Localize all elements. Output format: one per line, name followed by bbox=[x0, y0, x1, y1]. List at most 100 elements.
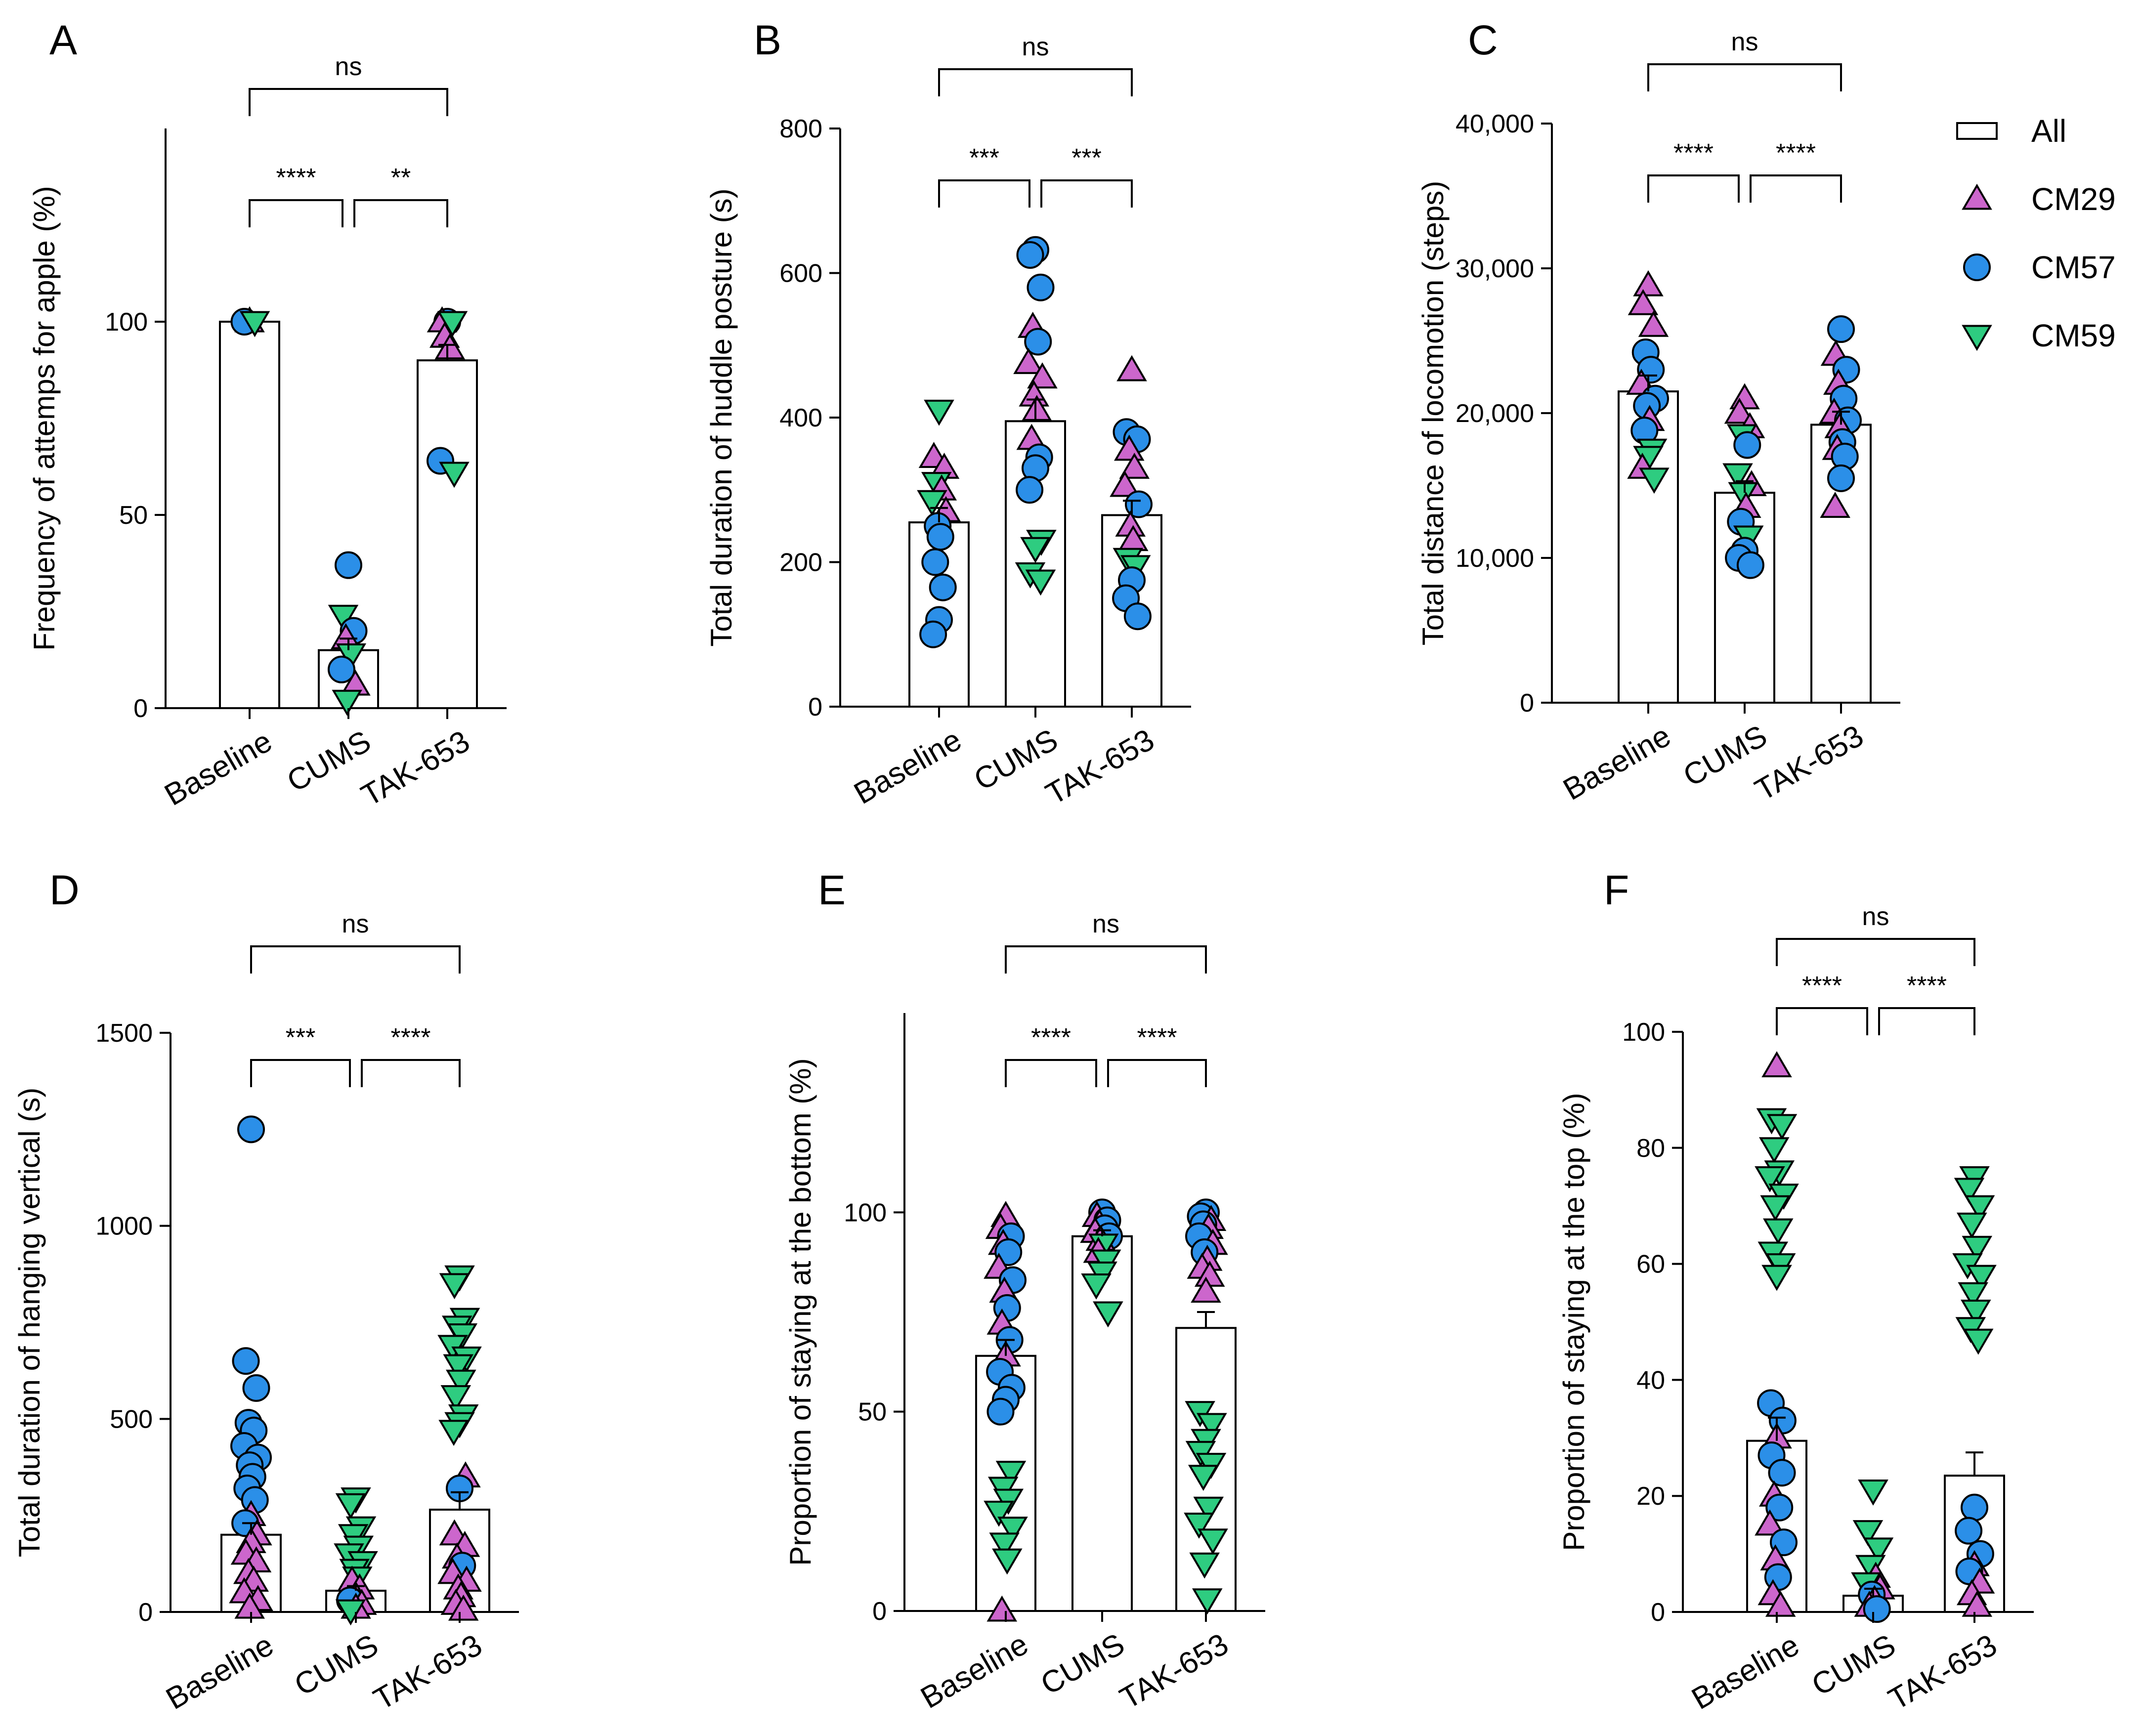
point-cm29 bbox=[1638, 310, 1669, 337]
legend-label-cm59: CM59 bbox=[2031, 318, 2116, 353]
point-cm29 bbox=[1724, 397, 1755, 424]
y-axis-title: Total duration of huddle posture (s) bbox=[705, 188, 738, 646]
y-tick-label: 1500 bbox=[95, 1019, 153, 1048]
x-tick-label-tak-653: TAK-653 bbox=[1114, 1627, 1234, 1716]
point-cm57 bbox=[1024, 328, 1052, 356]
point-cm59 bbox=[1958, 1282, 1988, 1309]
point-cm59 bbox=[995, 1461, 1027, 1487]
y-tick-label: 20,000 bbox=[1456, 399, 1534, 428]
point-cm59 bbox=[1763, 1218, 1794, 1245]
point-cm57 bbox=[1827, 315, 1855, 343]
point-cm59 bbox=[984, 1500, 1014, 1527]
point-cm59 bbox=[439, 1273, 470, 1300]
significance-bracket bbox=[1040, 179, 1133, 208]
significance-bracket bbox=[1776, 1007, 1868, 1035]
legend-label-all: All bbox=[2031, 113, 2066, 149]
x-tick-label-baseline: Baseline bbox=[849, 722, 967, 811]
x-tick-label-tak-653: TAK-653 bbox=[1040, 722, 1160, 811]
significance-bracket bbox=[1647, 174, 1740, 203]
legend-label-cm57: CM57 bbox=[2031, 250, 2116, 285]
point-cm57 bbox=[1733, 431, 1761, 459]
significance-label: **** bbox=[1776, 139, 1816, 168]
point-cm59 bbox=[1852, 1520, 1884, 1546]
point-cm57 bbox=[1027, 273, 1055, 301]
point-cm59 bbox=[1093, 1301, 1123, 1328]
point-cm57 bbox=[1827, 464, 1855, 492]
y-tick-label: 0 bbox=[1520, 689, 1534, 718]
point-cm57 bbox=[335, 551, 362, 579]
significance-label: *** bbox=[969, 144, 999, 172]
x-tick-label-baseline: Baseline bbox=[1558, 719, 1676, 807]
point-cm29 bbox=[1633, 270, 1664, 296]
significance-label: *** bbox=[1071, 144, 1102, 172]
significance-bracket bbox=[1878, 1007, 1975, 1035]
point-cm59 bbox=[1639, 467, 1670, 494]
point-cm29 bbox=[1729, 383, 1760, 410]
point-cm59 bbox=[1760, 1195, 1791, 1222]
y-tick-label: 40 bbox=[1636, 1366, 1665, 1395]
point-cm57 bbox=[1955, 1517, 1983, 1545]
panel-letter: C bbox=[1468, 17, 1498, 63]
y-axis-title: Total distance of locomotion (steps) bbox=[1416, 181, 1450, 645]
point-cm59 bbox=[924, 399, 954, 426]
point-cm59 bbox=[1020, 537, 1051, 563]
point-cm29 bbox=[1119, 453, 1150, 479]
significance-bracket bbox=[1750, 174, 1842, 203]
point-cm59 bbox=[992, 1548, 1023, 1575]
point-cm59 bbox=[332, 689, 362, 716]
point-cm29 bbox=[1022, 395, 1052, 421]
point-cm59 bbox=[1766, 1114, 1798, 1141]
x-tick-label-baseline: Baseline bbox=[161, 1628, 279, 1716]
significance-bracket bbox=[1005, 1059, 1097, 1087]
point-cm59 bbox=[239, 311, 270, 338]
significance-label: **** bbox=[391, 1023, 431, 1052]
panel-e: E 0 50 100 Proportion of staying at the bott… bbox=[784, 867, 1265, 1716]
y-tick-label: 30,000 bbox=[1456, 254, 1534, 283]
y-tick-label: 0 bbox=[872, 1597, 887, 1626]
point-cm29 bbox=[1820, 492, 1850, 518]
point-cm59 bbox=[1758, 1137, 1790, 1164]
point-cm59 bbox=[1184, 1513, 1214, 1539]
point-cm59 bbox=[1761, 1265, 1792, 1291]
x-tick-label-tak-653: TAK-653 bbox=[356, 724, 475, 813]
point-cm59 bbox=[1966, 1265, 1997, 1291]
point-cm57 bbox=[237, 1115, 265, 1143]
y-tick-label: 20 bbox=[1636, 1482, 1665, 1511]
point-cm57 bbox=[328, 655, 355, 683]
significance-label: *** bbox=[286, 1023, 316, 1052]
point-cm29 bbox=[1110, 470, 1140, 497]
point-cm29 bbox=[986, 1595, 1018, 1622]
panel-f: F 0 20 40 60 80 100 Proportion of staying at th… bbox=[1557, 867, 2034, 1717]
legend-marker-cm59 bbox=[1962, 325, 1992, 351]
significance-label: ns bbox=[1092, 910, 1119, 938]
y-tick-label: 100 bbox=[844, 1198, 887, 1227]
panel-letter: F bbox=[1604, 867, 1629, 913]
point-cm59 bbox=[1188, 1465, 1219, 1491]
point-cm57 bbox=[929, 573, 957, 601]
y-tick-label: 80 bbox=[1636, 1134, 1665, 1163]
point-cm59 bbox=[440, 1385, 471, 1411]
y-tick-label: 40,000 bbox=[1456, 110, 1534, 138]
panel-b: B 0 200 400 600 800 Total duration of huddle p… bbox=[705, 17, 1191, 811]
significance-bracket bbox=[938, 179, 1030, 208]
significance-label: **** bbox=[1137, 1023, 1177, 1052]
point-cm59 bbox=[439, 462, 470, 488]
legend-label-cm29: CM29 bbox=[2031, 181, 2116, 217]
panel-letter: D bbox=[49, 867, 80, 913]
point-cm59 bbox=[997, 1517, 1028, 1543]
point-cm29 bbox=[1761, 1051, 1792, 1077]
point-cm59 bbox=[1954, 1178, 1985, 1204]
point-cm57 bbox=[1736, 551, 1764, 579]
point-cm59 bbox=[1964, 1195, 1995, 1222]
panel-c: C 0 10,000 20,000 30,000 40,000 Total distance… bbox=[1416, 17, 1900, 807]
point-cm59 bbox=[335, 1599, 366, 1626]
point-cm59 bbox=[335, 1493, 366, 1520]
legend-marker-cm57 bbox=[1963, 254, 1991, 281]
point-cm59 bbox=[1025, 569, 1056, 596]
point-cm59 bbox=[1755, 1166, 1785, 1192]
y-tick-label: 1000 bbox=[95, 1212, 153, 1241]
y-tick-label: 0 bbox=[133, 694, 148, 723]
significance-label: **** bbox=[1673, 139, 1714, 168]
y-tick-label: 600 bbox=[779, 259, 822, 288]
